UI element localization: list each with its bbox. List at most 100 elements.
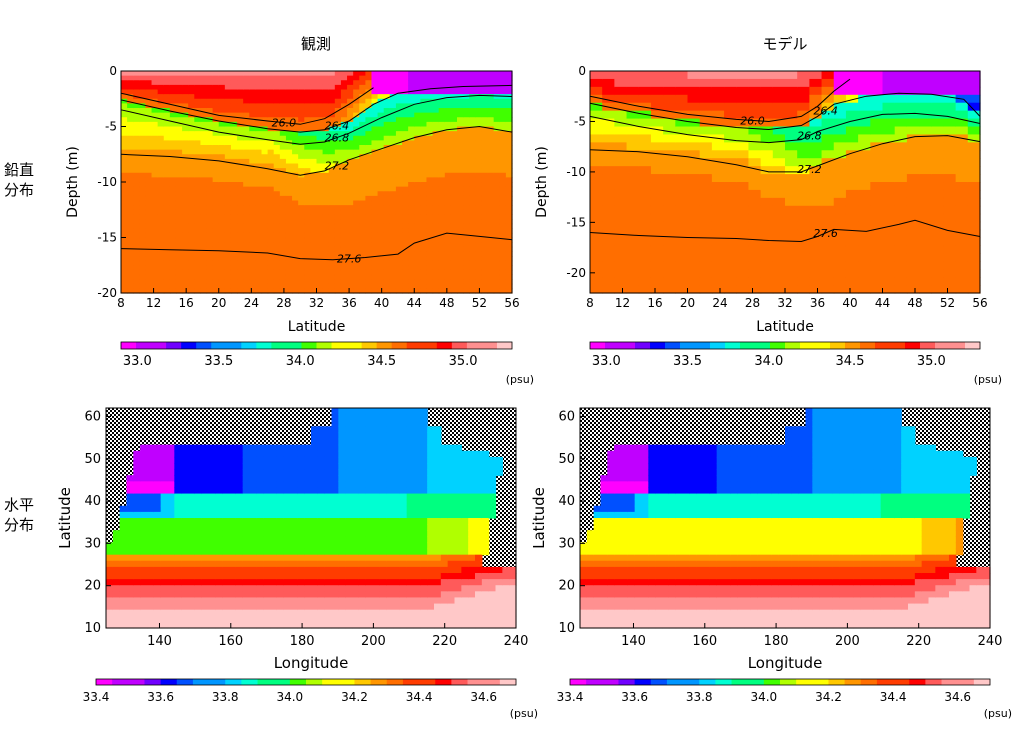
heatmap-cell: [438, 256, 446, 262]
heatmap-cell: [273, 121, 281, 128]
heatmap-cell: [261, 94, 269, 100]
heatmap-cell: [249, 94, 257, 100]
heatmap-cell: [175, 205, 183, 211]
heatmap-cell: [230, 163, 238, 169]
heatmap-cell: [127, 283, 134, 289]
contour-line: [120, 87, 374, 125]
contour-label: 27.6: [813, 227, 838, 240]
heatmap-cell: [200, 71, 208, 77]
heatmap-cell: [316, 191, 324, 197]
heatmap-cell: [215, 591, 223, 599]
heatmap-cell: [650, 142, 664, 151]
heatmap-cell: [699, 277, 713, 286]
heatmap-cell: [590, 142, 603, 151]
colorbar-swatch: [226, 342, 242, 349]
heatmap-cell: [182, 117, 189, 123]
colorbar-swatch: [331, 342, 347, 349]
heatmap-cell: [711, 174, 725, 183]
heatmap-cell: [270, 518, 278, 525]
heatmap-cell: [408, 168, 415, 174]
heatmap-cell: [133, 256, 140, 262]
heatmap-cell: [292, 140, 299, 146]
heatmap-cell: [340, 232, 348, 239]
heatmap-cell: [408, 214, 415, 220]
heatmap-cell: [493, 223, 501, 229]
colorbar-swatch: [635, 342, 651, 349]
heatmap-cell: [365, 269, 373, 276]
heatmap-cell: [845, 261, 859, 270]
heatmap-cell: [133, 242, 140, 248]
heatmap-cell: [711, 158, 725, 167]
heatmap-cell: [145, 288, 153, 294]
heatmap-cell: [334, 94, 342, 100]
heatmap-cell: [215, 469, 223, 476]
heatmap-cell: [263, 524, 271, 531]
heatmap-cell: [487, 200, 495, 206]
heatmap-cell: [809, 174, 823, 183]
heatmap-cell: [882, 174, 896, 183]
heatmap-cell: [224, 108, 232, 114]
heatmap-cell: [181, 450, 189, 458]
heatmap-cell: [255, 172, 263, 178]
heatmap-cell: [943, 158, 957, 167]
heatmap-cell: [249, 585, 257, 592]
heatmap-cell: [151, 103, 159, 109]
heatmap-cell: [457, 219, 464, 225]
heatmap-cell: [650, 221, 664, 231]
heatmap-cell: [212, 168, 220, 174]
heatmap-cell: [505, 246, 513, 252]
heatmap-cell: [383, 200, 391, 206]
heatmap-cell: [249, 256, 257, 262]
heatmap-cell: [292, 246, 299, 252]
heatmap-cell: [127, 75, 134, 81]
heatmap-cell: [261, 260, 269, 266]
heatmap-cell: [389, 158, 397, 165]
heatmap-cell: [444, 163, 452, 169]
heatmap-cell: [432, 112, 440, 118]
heatmap-cell: [310, 154, 318, 160]
heatmap-cell: [261, 140, 269, 146]
heatmap-cell: [845, 245, 859, 254]
heatmap-cell: [322, 223, 330, 229]
heatmap-cell: [590, 71, 603, 80]
heatmap-cell: [133, 131, 140, 137]
heatmap-cell: [182, 158, 189, 165]
heatmap-cell: [499, 145, 507, 151]
heatmap-cell: [145, 228, 153, 234]
heatmap-cell: [119, 566, 128, 574]
heatmap-cell: [389, 256, 397, 262]
heatmap-cell: [194, 456, 203, 464]
heatmap-cell: [626, 78, 640, 88]
heatmap-cell: [687, 245, 701, 254]
heatmap-cell: [127, 214, 134, 220]
heatmap-cell: [256, 548, 264, 556]
heatmap-cell: [736, 277, 750, 286]
heatmap-cell: [145, 75, 153, 81]
heatmap-cell: [206, 80, 214, 86]
heatmap-cell: [237, 274, 244, 280]
heatmap-cell: [276, 597, 285, 605]
heatmap-cell: [359, 256, 366, 262]
heatmap-cell: [290, 609, 298, 617]
heatmap-cell: [845, 78, 859, 88]
heatmap-cell: [106, 573, 114, 580]
heatmap-cell: [475, 94, 483, 100]
heatmap-cell: [444, 89, 452, 95]
heatmap-cell: [127, 186, 134, 192]
heatmap-cell: [736, 182, 750, 191]
heatmap-cell: [487, 98, 495, 104]
heatmap-cell: [163, 260, 171, 266]
heatmap-cell: [212, 279, 220, 285]
heatmap-cell: [505, 242, 513, 248]
heatmap-cell: [127, 149, 134, 155]
heatmap-cell: [493, 75, 501, 81]
heatmap-cell: [395, 246, 403, 252]
heatmap-cell: [481, 256, 489, 262]
heatmap-cell: [133, 251, 140, 257]
heatmap-cell: [235, 463, 244, 470]
heatmap-cell: [163, 145, 171, 151]
heatmap-cell: [359, 251, 366, 257]
heatmap-cell: [230, 237, 238, 243]
heatmap-cell: [414, 71, 421, 77]
heatmap-cell: [206, 288, 214, 294]
